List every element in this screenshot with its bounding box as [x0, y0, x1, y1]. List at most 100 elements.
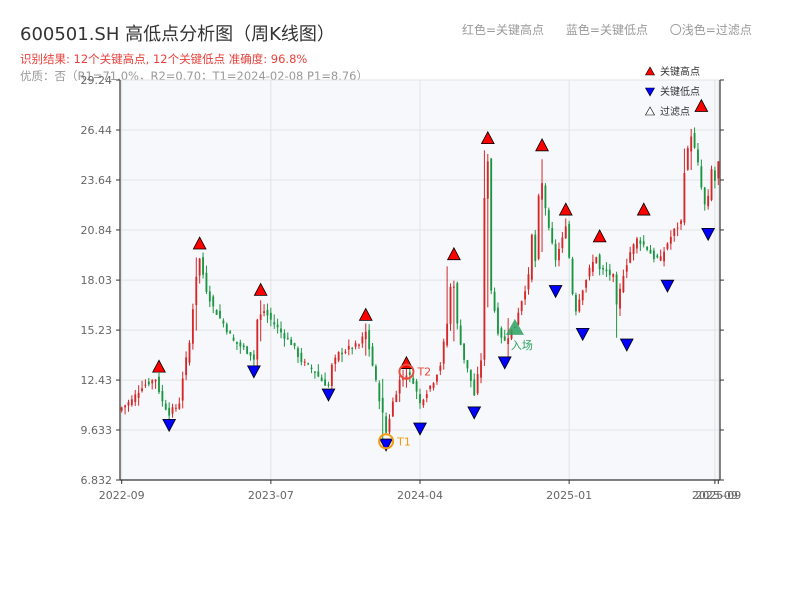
- candle-body: [313, 371, 316, 373]
- axes: 6.832 9.633 12.43 15.23 18.03 20.84 23.64 26.44…: [81, 74, 742, 502]
- key-high-marker: [558, 202, 573, 216]
- candle-body: [419, 394, 421, 404]
- candle-body: [134, 394, 137, 403]
- candle-body: [205, 272, 208, 292]
- legend-marker-high: [644, 66, 656, 76]
- candle-body: [595, 257, 598, 263]
- candle-body: [300, 352, 303, 363]
- candle-body: [520, 301, 523, 312]
- candle-body: [639, 240, 642, 244]
- candle-body: [554, 243, 557, 261]
- candle-body: [341, 352, 343, 355]
- key-high-marker: [358, 307, 373, 321]
- y-tick-label: 6.832: [81, 474, 113, 487]
- candle-body: [622, 276, 625, 293]
- candle-body: [405, 375, 408, 380]
- candle-body: [493, 291, 496, 311]
- candle-body: [703, 187, 706, 205]
- x-tick-label: 2023-07: [248, 489, 294, 502]
- candle-body: [483, 198, 486, 360]
- candle-body: [469, 369, 472, 381]
- candle-body: [266, 309, 269, 316]
- legend-marker-filtered: [644, 106, 656, 116]
- candle-body: [517, 312, 520, 325]
- candle-body: [537, 195, 540, 259]
- candle-body: [141, 388, 143, 392]
- candle-body: [368, 330, 371, 350]
- candle-body: [307, 363, 310, 365]
- candle-body: [354, 343, 357, 347]
- candle-body: [449, 287, 452, 324]
- candle-body: [408, 372, 411, 375]
- candle-body: [615, 274, 618, 305]
- candle-body: [676, 227, 679, 229]
- candle-body: [358, 344, 360, 346]
- candle-body: [144, 384, 147, 386]
- candle-body: [337, 351, 340, 361]
- candle-body: [476, 374, 479, 394]
- candle-body: [161, 390, 164, 402]
- candle-body: [608, 269, 611, 276]
- candle-body: [697, 149, 699, 163]
- key-low-marker: [379, 438, 394, 452]
- candle-body: [137, 392, 140, 398]
- candle-body: [202, 257, 204, 275]
- candle-body: [707, 195, 710, 207]
- candle-body: [693, 133, 696, 148]
- candle-body: [276, 324, 279, 328]
- candle-body: [127, 402, 130, 406]
- candle-body: [456, 283, 459, 324]
- key-low-marker: [162, 419, 177, 433]
- candle-body: [191, 309, 194, 344]
- key-low-marker: [619, 338, 634, 352]
- candle-body: [646, 246, 649, 250]
- candle-body: [229, 331, 232, 334]
- candle-body: [439, 365, 442, 371]
- candle-body: [480, 360, 482, 378]
- candle-body: [612, 274, 615, 278]
- candle-body: [263, 311, 265, 313]
- candle-body: [391, 401, 394, 417]
- t2-circle: [398, 363, 415, 380]
- candle-body: [659, 256, 662, 261]
- key-low-marker: [321, 388, 336, 402]
- candle-body: [534, 234, 537, 261]
- candle-body: [283, 333, 286, 339]
- top-legend-blue: 蓝色=关键低点: [565, 23, 648, 37]
- y-tick-label: 18.03: [81, 274, 113, 287]
- candle-body: [269, 312, 272, 320]
- candle-body: [232, 337, 235, 341]
- key-high-marker: [535, 138, 549, 152]
- candle-body: [310, 367, 313, 370]
- candle-body: [181, 378, 184, 401]
- y-tick-label: 23.64: [81, 174, 113, 187]
- candle-body: [632, 244, 635, 254]
- candle-series: [120, 127, 720, 444]
- candle-body: [120, 407, 123, 411]
- candle-body: [581, 290, 584, 301]
- candle-body: [585, 279, 588, 288]
- candle-body: [164, 403, 167, 410]
- x-tick-label: 2025-09: [695, 489, 741, 502]
- top-legend-gray: 〇浅色=过滤点: [669, 23, 752, 37]
- candle-body: [473, 379, 476, 396]
- candle-body: [432, 383, 435, 388]
- candle-body: [642, 241, 645, 245]
- candle-body: [564, 226, 567, 239]
- candle-body: [558, 249, 560, 261]
- candle-body: [425, 394, 428, 398]
- candle-body: [436, 374, 438, 382]
- candle-body: [429, 385, 432, 389]
- candle-body: [303, 361, 306, 363]
- candle-body: [666, 243, 669, 249]
- key-low-marker: [660, 279, 675, 293]
- legend-label: 关键高点: [660, 65, 700, 78]
- y-tick-label: 20.84: [81, 224, 113, 237]
- marker-layer: T1 T2 入场: [152, 98, 716, 452]
- candle-body: [619, 288, 621, 309]
- key-low-marker: [497, 356, 512, 370]
- candle-body: [175, 407, 177, 409]
- candle-body: [412, 378, 415, 384]
- candle-body: [351, 348, 354, 350]
